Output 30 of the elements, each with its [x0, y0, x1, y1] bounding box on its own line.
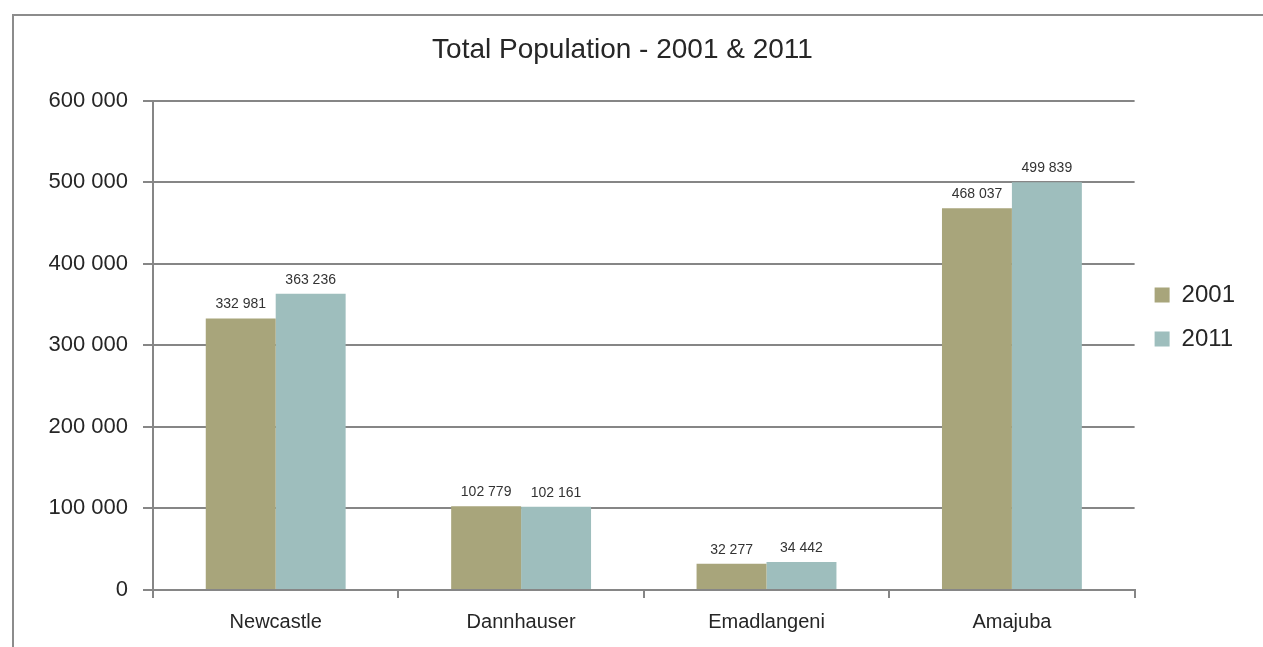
bar: [766, 561, 837, 589]
data-label: 102 161: [530, 483, 582, 500]
data-label: 468 037: [951, 185, 1003, 202]
y-tick-label: 100 000: [48, 494, 128, 520]
x-tick-label: Dannhauser: [466, 609, 576, 632]
bar: [205, 318, 276, 589]
data-label: 102 779: [460, 483, 512, 500]
x-tick-label: Newcastle: [229, 609, 322, 632]
y-tick-label: 500 000: [48, 168, 128, 194]
legend-label: 2011: [1181, 323, 1234, 351]
data-label: 34 442: [780, 538, 824, 555]
chart-title: Total Population - 2001 & 2011: [432, 32, 813, 64]
y-tick-label: 400 000: [48, 249, 128, 275]
data-label: 32 277: [710, 540, 754, 557]
data-label: 332 981: [215, 295, 267, 312]
y-tick-label: 600 000: [48, 86, 128, 112]
legend-label: 2001: [1181, 279, 1235, 307]
bar: [521, 506, 592, 589]
bar: [696, 563, 767, 589]
data-label: 363 236: [285, 270, 337, 287]
bar: [275, 293, 346, 589]
y-tick-label: 200 000: [48, 412, 128, 438]
bar: [1011, 182, 1082, 589]
y-tick-label: 0: [115, 576, 128, 602]
bar: [941, 208, 1012, 589]
data-label: 499 839: [1021, 159, 1073, 176]
bar: [451, 506, 522, 589]
y-tick-label: 300 000: [48, 331, 128, 357]
x-tick-label: Emadlangeni: [708, 609, 825, 632]
x-tick-label: Amajuba: [972, 609, 1053, 632]
